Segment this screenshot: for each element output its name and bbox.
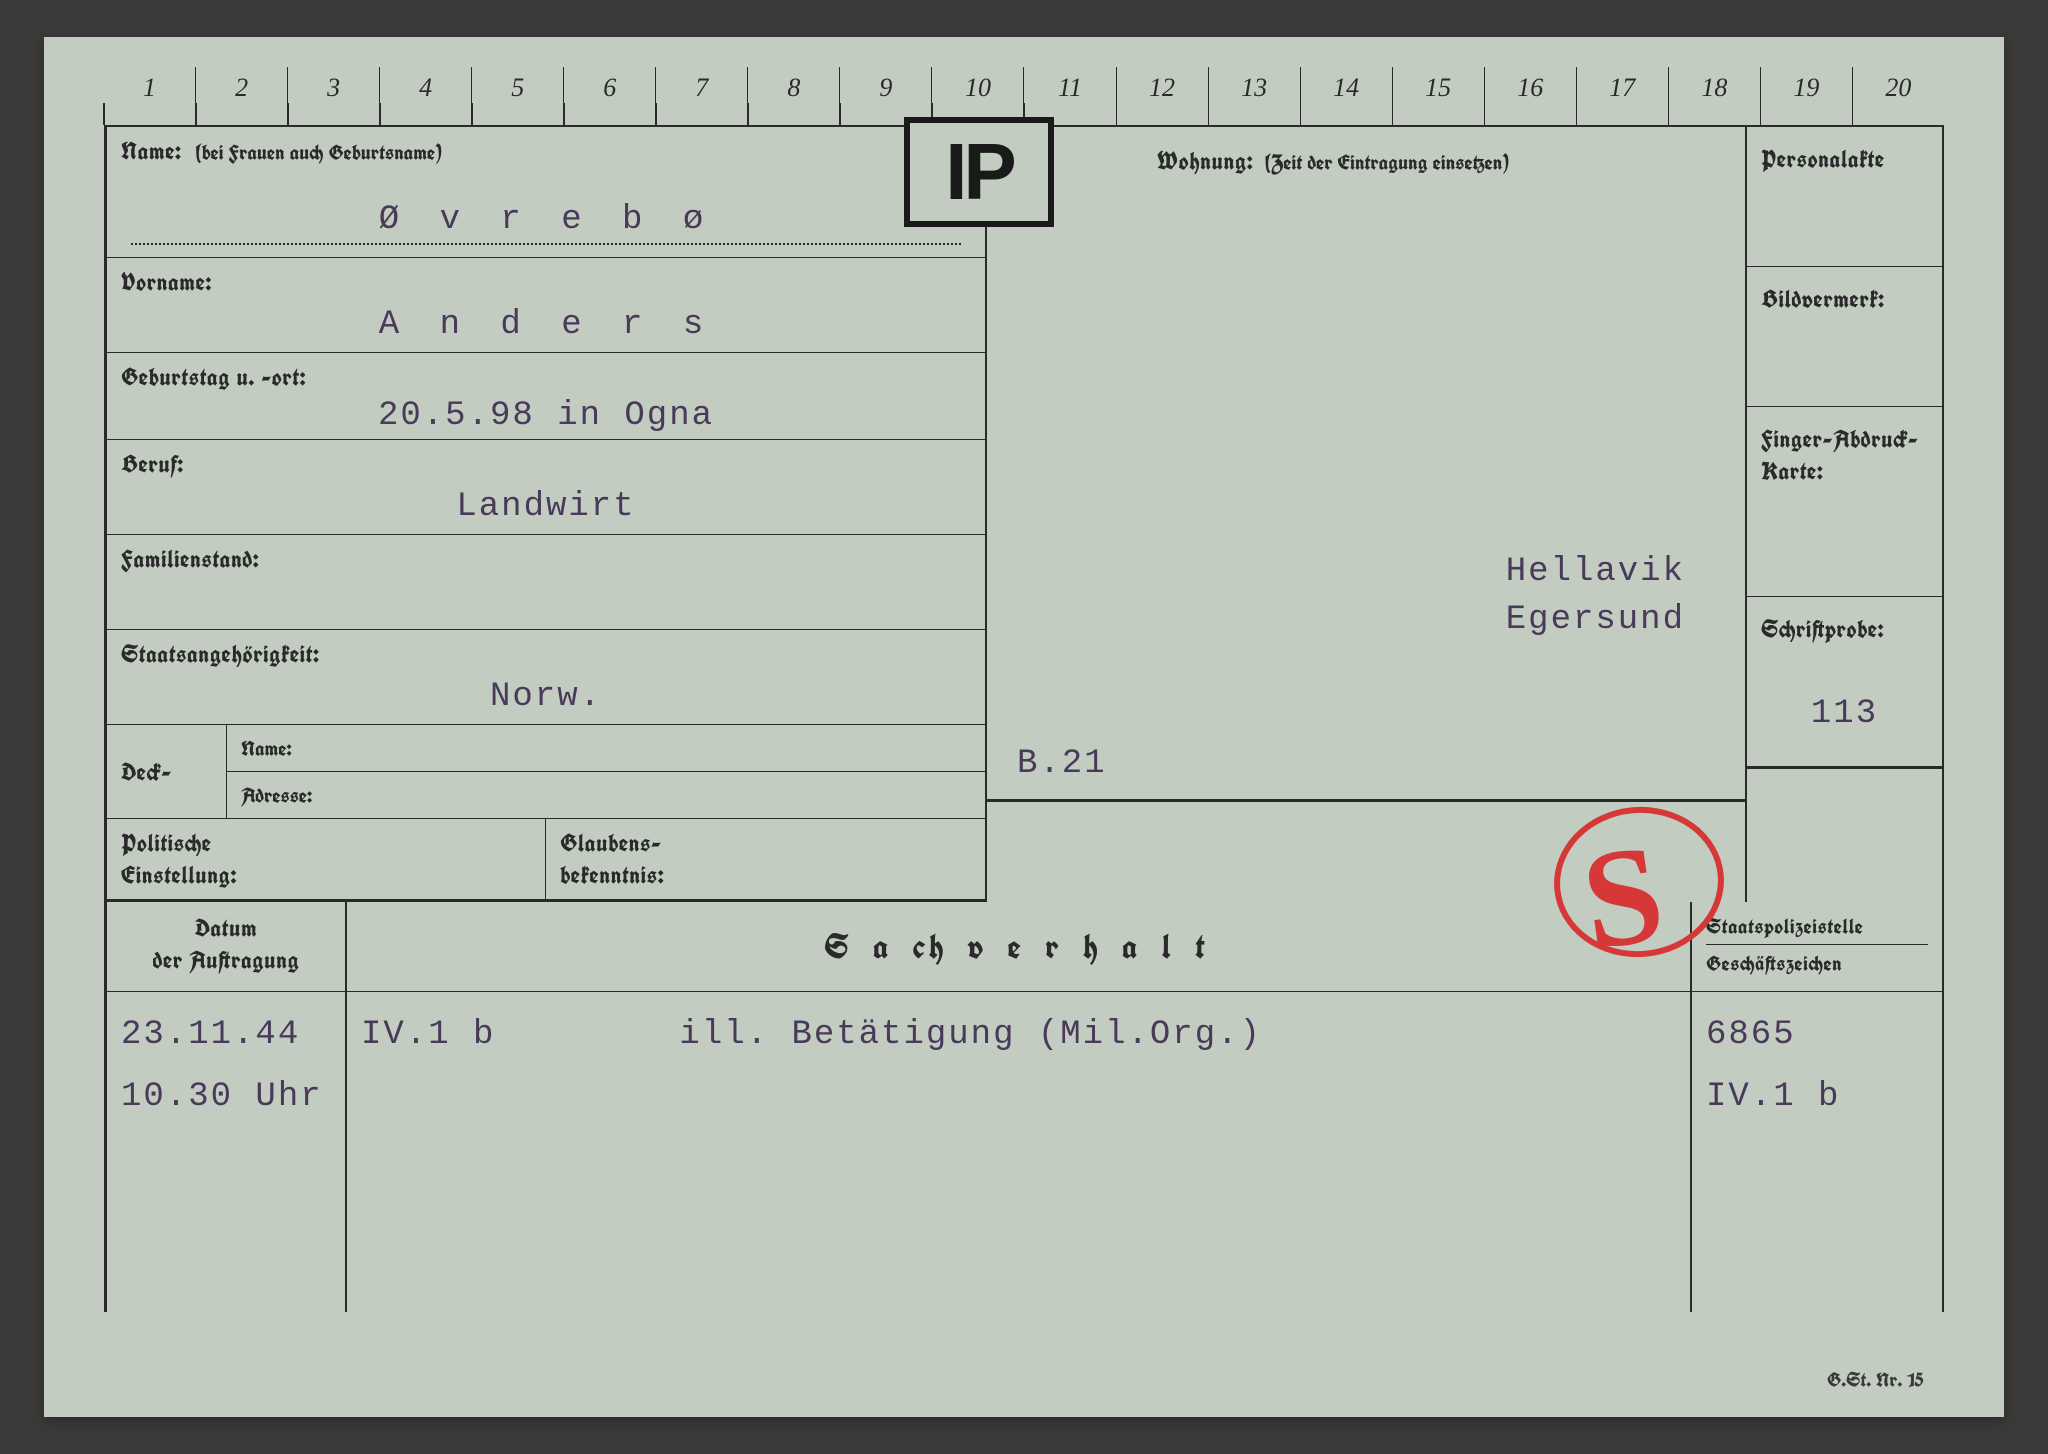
beruf-value: Landwirt xyxy=(456,488,635,526)
staats-value: Norw. xyxy=(490,678,602,716)
datum-value-1: 23.11.44 xyxy=(121,1016,331,1054)
beruf-label: Beruf: xyxy=(121,448,971,480)
bildvermerk-field: Bildvermerk: xyxy=(1747,267,1942,407)
gesch-value-1: 6865 xyxy=(1706,1016,1928,1054)
deck-adresse-label: Adresse: xyxy=(241,781,312,809)
left-column: Name: (bei Frauen auch Geburtsname) Ø v … xyxy=(107,127,987,902)
ruler-tick: 18 xyxy=(1668,67,1760,125)
personalakte-label: Personalakte xyxy=(1761,143,1928,175)
ruler-tick: 6 xyxy=(563,67,655,125)
wohnung-sublabel: (Zeit der Eintragung einsetzen) xyxy=(1265,148,1508,176)
staatspolizei-label: Staatspolizeistelle xyxy=(1706,912,1928,945)
ruler-tick: 2 xyxy=(195,67,287,125)
geschaft-cell: 6865 IV.1 b xyxy=(1692,992,1942,1312)
ip-badge-text: IP xyxy=(945,126,1013,218)
name-sublabel: (bei Frauen auch Geburtsname) xyxy=(196,138,442,166)
ruler-tick: 20 xyxy=(1852,67,1944,125)
right-column: Personalakte Bildvermerk: Finger-Abdruck… xyxy=(1747,127,1942,902)
finger-field: Finger-Abdruck- Karte: xyxy=(1747,407,1942,597)
schriftprobe-label: Schriftprobe: xyxy=(1761,613,1928,645)
datum-value-2: 10.30 Uhr xyxy=(121,1078,331,1116)
wohnung-value-1: Hellavik xyxy=(1506,553,1685,591)
ruler-tick: 14 xyxy=(1300,67,1392,125)
staats-field: Staatsangehörigkeit: Norw. xyxy=(107,630,985,725)
geschaft-label: Geschäftszeichen xyxy=(1706,945,1928,977)
politische-label-2: Einstellung: xyxy=(121,859,531,891)
ruler-tick: 16 xyxy=(1484,67,1576,125)
wohnung-label: Wohnung: xyxy=(1157,145,1253,177)
ruler-tick: 1 xyxy=(104,67,195,125)
vorname-value: A n d e r s xyxy=(379,306,713,344)
politische-row: Politische Einstellung: Glaubens- bekenn… xyxy=(107,819,985,902)
personalakte-field: Personalakte xyxy=(1747,127,1942,267)
staats-label: Staatsangehörigkeit: xyxy=(121,638,971,670)
vorname-label: Vorname: xyxy=(121,266,971,298)
beruf-field: Beruf: Landwirt xyxy=(107,440,985,535)
geburtstag-field: Geburtstag u. -ort: 20.5.98 in Ogna xyxy=(107,353,985,440)
vorname-field: Vorname: A n d e r s xyxy=(107,258,985,353)
main-grid: Name: (bei Frauen auch Geburtsname) Ø v … xyxy=(104,127,1944,902)
sach-value-1: IV.1 b xyxy=(361,1016,495,1054)
familienstand-field: Familienstand: xyxy=(107,535,985,630)
sachverhalt-title: S a ch v e r h a l t xyxy=(824,925,1213,969)
form-number: G.St. Nr. 15 xyxy=(1827,1366,1924,1393)
gesch-value-2: IV.1 b xyxy=(1706,1078,1928,1116)
politische-label-1: Politische xyxy=(121,827,531,859)
deck-field: Deck- Name: Adresse: xyxy=(107,725,985,819)
ip-badge: IP xyxy=(904,117,1054,227)
datum-header: Datum der Auftragung xyxy=(107,902,347,991)
deck-label: Deck- xyxy=(121,756,172,788)
wohnung-value-2: Egersund xyxy=(1506,601,1685,639)
glaubens-field: Glaubens- bekenntnis: xyxy=(546,819,985,899)
deck-name-label: Name: xyxy=(241,734,292,762)
datum-label-2: der Auftragung xyxy=(121,944,331,976)
schriftprobe-field: Schriftprobe: 113 xyxy=(1747,597,1942,769)
name-label: Name: xyxy=(121,135,188,167)
sach-value-2: ill. Betätigung (Mil.Org.) xyxy=(679,1016,1262,1054)
sachverhalt-title-cell: S a ch v e r h a l t xyxy=(347,902,1692,991)
ruler-tick: 12 xyxy=(1116,67,1208,125)
schriftprobe-value: 113 xyxy=(1811,695,1878,733)
ruler-tick: 17 xyxy=(1576,67,1668,125)
familienstand-label: Familienstand: xyxy=(121,543,971,575)
finger-label-1: Finger-Abdruck- xyxy=(1761,423,1928,455)
staatspolizei-header: Staatspolizeistelle Geschäftszeichen xyxy=(1692,902,1942,991)
ruler-tick: 7 xyxy=(655,67,747,125)
name-field: Name: (bei Frauen auch Geburtsname) Ø v … xyxy=(107,127,985,258)
datum-cell: 23.11.44 10.30 Uhr xyxy=(107,992,347,1312)
finger-label-2: Karte: xyxy=(1761,455,1928,487)
ruler-tick: 19 xyxy=(1760,67,1852,125)
ruler-tick: 13 xyxy=(1208,67,1300,125)
name-value: Ø v r e b ø xyxy=(379,201,713,239)
index-card: 1 2 3 4 5 6 7 8 9 10 11 12 13 14 15 16 1… xyxy=(44,37,2004,1417)
wohnung-code: B.21 xyxy=(1017,745,1107,783)
ruler-tick: 8 xyxy=(747,67,839,125)
geburtstag-value: 20.5.98 in Ogna xyxy=(378,397,714,435)
geburtstag-label: Geburtstag u. -ort: xyxy=(121,361,971,393)
bildvermerk-label: Bildvermerk: xyxy=(1761,283,1928,315)
ruler-tick: 4 xyxy=(379,67,471,125)
glaubens-label-1: Glaubens- xyxy=(560,827,971,859)
politische-field: Politische Einstellung: xyxy=(107,819,546,899)
datum-label-1: Datum xyxy=(121,912,331,944)
sachverhalt-body: 23.11.44 10.30 Uhr IV.1 b ill. Betätigun… xyxy=(104,992,1944,1312)
middle-column: Wohnung: (Zeit der Eintragung einsetzen)… xyxy=(987,127,1747,902)
wohnung-body: Hellavik Egersund B.21 xyxy=(987,187,1745,802)
ruler-tick: 15 xyxy=(1392,67,1484,125)
ruler-tick: 5 xyxy=(471,67,563,125)
sachverhalt-cell: IV.1 b ill. Betätigung (Mil.Org.) xyxy=(347,992,1692,1312)
wohnung-header: Wohnung: (Zeit der Eintragung einsetzen) xyxy=(987,127,1745,187)
glaubens-label-2: bekenntnis: xyxy=(560,859,971,891)
ruler-tick: 3 xyxy=(287,67,379,125)
